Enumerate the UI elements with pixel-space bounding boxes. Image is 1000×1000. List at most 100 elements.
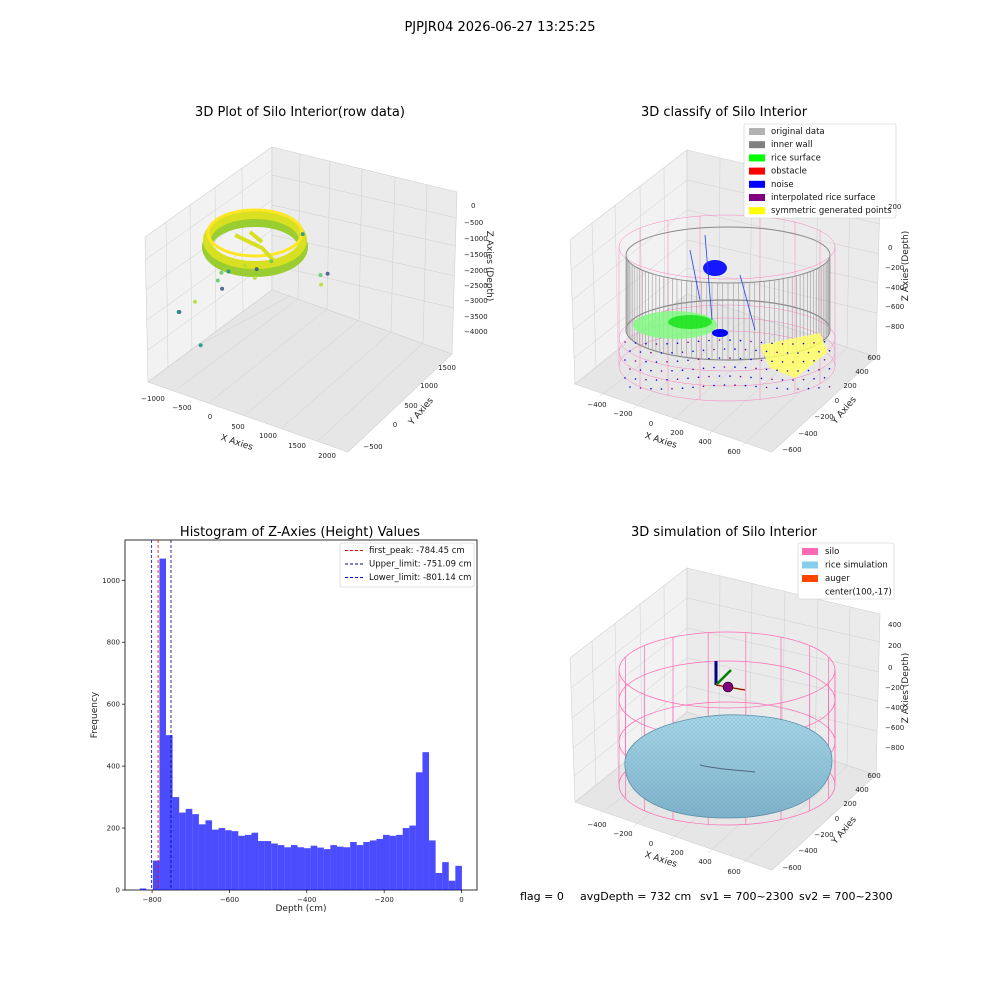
classify-floor-point bbox=[713, 348, 715, 351]
histogram-bar bbox=[383, 834, 390, 890]
simulation-z-tick: −200 bbox=[885, 684, 904, 692]
classify-legend: original data inner wall rice surface obsta… bbox=[743, 123, 897, 219]
classify-floor-point bbox=[828, 368, 831, 370]
simulation-y-tick: 600 bbox=[867, 772, 880, 780]
classify-floor-point bbox=[729, 357, 731, 359]
legend-swatch bbox=[802, 548, 818, 555]
classify-floor-point bbox=[750, 340, 752, 343]
classify-floor-point bbox=[660, 388, 663, 390]
classify-floor-point bbox=[797, 352, 799, 354]
classify-floor-point bbox=[792, 343, 794, 345]
classify-floor-point bbox=[802, 360, 805, 363]
raw-z-ticks: 0 −500 −1000 −1500 −2000 −2500 −3000 −35… bbox=[464, 202, 488, 336]
legend-label: noise bbox=[771, 180, 794, 190]
histogram-bar bbox=[310, 845, 318, 890]
raw-y-tick: 1500 bbox=[438, 364, 456, 372]
classify-floor-point bbox=[634, 342, 637, 344]
classify-floor-point bbox=[713, 384, 715, 387]
figure-title: PJPJR04 2026-06-27 13:25:25 bbox=[404, 20, 595, 35]
simulation-x-tick: −400 bbox=[587, 821, 606, 829]
simulation-x-tick: 0 bbox=[649, 840, 653, 848]
classify-y-ticks: −600 −400 −200 0 200 400 600 bbox=[782, 354, 880, 454]
histogram-y-tick-label: 600 bbox=[107, 701, 120, 709]
simulation-x-tick: 600 bbox=[727, 868, 740, 876]
legend-swatch bbox=[749, 194, 765, 201]
simulation-y-tick: −200 bbox=[814, 831, 833, 839]
classify-z-ticks: 200 0 −200 −400 −600 −800 bbox=[885, 203, 904, 331]
histogram-vlines bbox=[151, 540, 172, 890]
legend-swatch bbox=[802, 561, 818, 569]
histogram-bar bbox=[172, 797, 180, 890]
raw-z-tick: −3000 bbox=[464, 297, 488, 305]
raw-y-ticks: −500 0 500 1000 1500 bbox=[363, 364, 456, 451]
classify-floor-point bbox=[797, 388, 799, 390]
classify-rice-surface bbox=[633, 311, 717, 339]
legend-swatch bbox=[749, 207, 765, 215]
legend-label: auger bbox=[825, 574, 850, 584]
raw-z-tick: −1500 bbox=[464, 251, 488, 259]
classify-floor-point bbox=[734, 366, 736, 368]
simulation-x-tick: 200 bbox=[670, 849, 683, 857]
legend-swatch bbox=[749, 128, 765, 135]
raw-scatter-point bbox=[220, 286, 225, 291]
raw-z-tick: −3500 bbox=[464, 313, 488, 321]
raw-scatter-point bbox=[176, 310, 181, 314]
raw-x-tick: −500 bbox=[172, 404, 191, 412]
simulation-x-tick: −200 bbox=[613, 830, 632, 838]
simulation-z-tick: 0 bbox=[888, 664, 892, 672]
histogram-bar bbox=[409, 825, 416, 890]
classify-floor-point bbox=[629, 350, 631, 352]
classify-z-tick: −200 bbox=[885, 264, 904, 272]
classify-floor-point bbox=[807, 351, 810, 354]
classify-floor-point bbox=[739, 339, 742, 342]
classify-floor-point bbox=[708, 357, 710, 360]
classify-floor-point bbox=[739, 357, 742, 360]
classify-floor-point bbox=[723, 366, 726, 368]
legend-label: obstacle bbox=[771, 167, 807, 177]
legend-label: rice surface bbox=[771, 153, 821, 163]
classify-floor-point bbox=[624, 341, 626, 343]
histogram-bar bbox=[139, 888, 147, 890]
classify-z-label: Z Axies (Depth) bbox=[901, 231, 911, 302]
classify-floor-point bbox=[744, 366, 747, 369]
histogram-bar bbox=[290, 845, 298, 890]
classify-floor-point bbox=[676, 360, 679, 363]
histogram-bar bbox=[442, 862, 449, 890]
histogram-bar bbox=[396, 834, 403, 890]
raw-scatter-point bbox=[254, 267, 259, 272]
simulation-z-tick: 200 bbox=[888, 642, 901, 650]
histogram-bars bbox=[139, 558, 462, 890]
simulation-y-tick: 0 bbox=[835, 815, 839, 823]
raw-scatter-point bbox=[215, 278, 220, 283]
histogram-bar bbox=[179, 812, 186, 890]
classify-floor-point bbox=[818, 387, 820, 389]
legend-label: center(100,-17) bbox=[825, 588, 892, 598]
classify-floor-point bbox=[676, 378, 679, 381]
classify-floor-point bbox=[655, 379, 658, 381]
classify-floor-point bbox=[687, 359, 689, 362]
legend-swatch bbox=[802, 575, 818, 582]
histogram-x-label: Depth (cm) bbox=[275, 904, 326, 914]
histogram-bar bbox=[435, 872, 443, 890]
classify-floor-point bbox=[624, 359, 626, 361]
raw-x-tick: −1000 bbox=[141, 395, 165, 403]
classify-floor-point bbox=[792, 379, 794, 381]
histogram-bar bbox=[185, 808, 193, 890]
classify-floor-point bbox=[692, 386, 694, 389]
classify-floor-point bbox=[729, 375, 731, 377]
histogram-bar bbox=[251, 832, 259, 890]
legend-label: Lower_limit: -801.14 cm bbox=[369, 573, 471, 583]
raw-scatter-points bbox=[176, 232, 330, 348]
histogram-bar bbox=[350, 841, 357, 890]
raw-x-tick: 1500 bbox=[288, 442, 306, 450]
histogram-y-tick-label: 0 bbox=[116, 887, 120, 895]
classify-floor-point bbox=[813, 378, 815, 380]
histogram-bar bbox=[376, 838, 384, 890]
classify-floor-point bbox=[697, 358, 700, 361]
classify-floor-point bbox=[797, 370, 799, 372]
raw-z-tick: −2000 bbox=[464, 267, 488, 275]
simulation-z-tick: −800 bbox=[885, 744, 904, 752]
histogram-bar bbox=[271, 843, 278, 890]
raw-scatter-point bbox=[219, 270, 224, 275]
legend-label: rice simulation bbox=[825, 561, 888, 571]
